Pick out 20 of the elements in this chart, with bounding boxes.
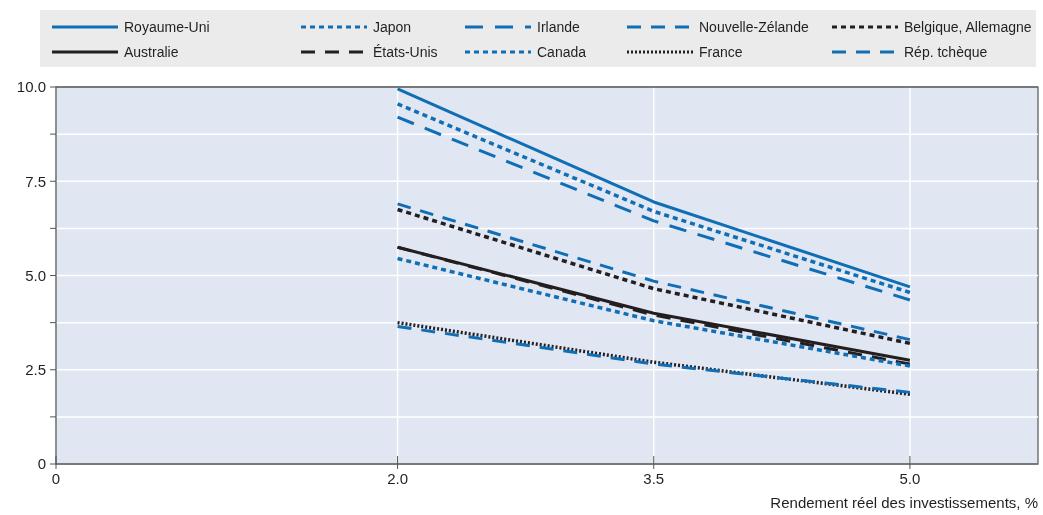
legend-label: Royaume-Uni [124, 19, 210, 35]
y-tick-label: 10.0 [16, 78, 46, 96]
legend-label: Irlande [537, 19, 581, 35]
y-tick-label: 7.5 [25, 172, 46, 190]
legend-label: Australie [124, 44, 179, 60]
legend-label: Belgique, Allemagne [904, 19, 1032, 35]
x-axis-title: Rendement réel des investissements, % [770, 494, 1038, 511]
legend-label: Rép. tchèque [904, 44, 988, 60]
y-tick-label: 0 [37, 455, 46, 473]
y-tick-label: 5.0 [25, 266, 46, 284]
legend-label: États-Unis [373, 44, 438, 60]
legend-label: Japon [373, 19, 412, 35]
legend-label: France [699, 44, 743, 60]
x-tick-label: 3.5 [643, 470, 665, 487]
x-tick-label: 2.0 [387, 470, 408, 487]
legend-label: Nouvelle-Zélande [699, 19, 809, 35]
legend-label: Canada [537, 44, 587, 60]
x-tick-label: 0 [51, 470, 61, 487]
y-tick-label: 2.5 [25, 361, 46, 378]
x-tick-label: 5.0 [899, 470, 921, 487]
